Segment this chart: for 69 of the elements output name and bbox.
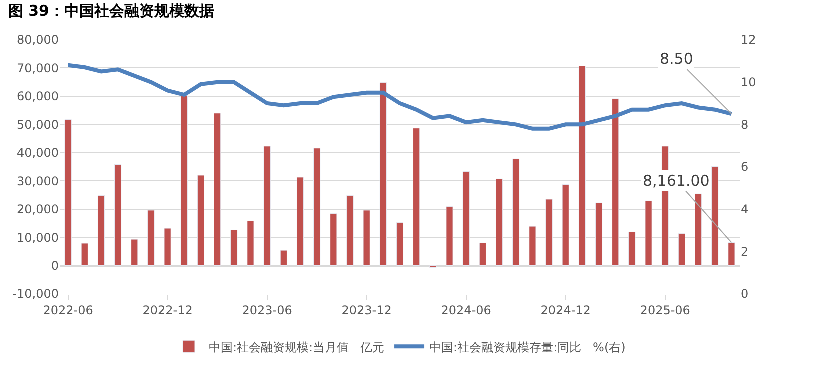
chart-title: 图 39：中国社会融资规模数据 [8,2,215,20]
bar [280,250,288,266]
bar [64,120,72,266]
x-tick-label: 2024-12 [540,303,591,318]
line-series [66,63,734,131]
bar [628,232,636,266]
x-tick-label: 2025-06 [640,303,690,318]
y-tick-label: -10,000 [12,287,59,302]
bar [529,226,536,266]
y2-tick-label: 10 [741,76,756,90]
bar [546,199,553,266]
bar [678,234,686,266]
bar [446,206,454,266]
x-tick-label: 2023-12 [342,303,392,318]
bar [180,96,188,266]
y2-tick-label: 0 [741,287,749,302]
y2-tick-label: 6 [741,160,749,174]
bar [330,214,338,266]
x-tick-label: 2022-12 [142,303,193,318]
bar [413,128,420,266]
bar [496,178,504,266]
x-tick-label: 2023-06 [242,303,292,318]
bar [728,242,736,266]
y-tick-label: 10,000 [17,230,59,245]
y-tick-label: 30,000 [17,174,59,188]
bar [346,196,354,266]
bar [264,146,271,266]
y-tick-label: 70,000 [17,61,59,76]
data-label: 8,161.00 [643,172,710,190]
bar [98,196,106,266]
bar [131,239,138,266]
y2-tick-label: 8 [741,118,749,132]
bar [380,82,387,266]
bar [512,158,520,266]
y2-tick-label: 2 [741,244,749,259]
bar [81,243,88,266]
bar [164,228,172,266]
bar [712,166,719,266]
bar [148,210,155,266]
y2-tick-label: 4 [741,202,749,217]
bar [314,148,321,266]
bar [562,184,570,266]
data-label: 8.50 [660,50,694,68]
y-tick-label: 40,000 [17,146,59,160]
y-tick-label: 80,000 [17,33,59,48]
bar [694,194,702,266]
y-tick-label: 20,000 [17,202,59,217]
legend-label: 中国:社会融资规模:当月值 亿元 [209,340,385,354]
y-tick-label: 60,000 [17,90,59,104]
bar [645,200,652,266]
y-tick-label: 50,000 [17,118,59,132]
bar [578,66,586,266]
bar [396,222,404,266]
x-tick-label: 2022-06 [43,303,94,318]
bar [595,202,603,266]
y-tick-label: 0 [51,258,59,273]
x-tick-label: 2024-06 [441,303,492,318]
legend-label: 中国:社会融资规模存量:同比 %(右) [430,340,626,354]
bar [462,172,470,266]
bar [114,164,122,266]
bar [363,210,370,266]
bar [247,220,254,266]
bar [197,175,205,266]
bar [479,242,486,266]
bar [296,177,304,266]
bar [214,113,222,266]
bar [612,98,620,266]
y2-tick-label: 12 [741,33,756,48]
bar [230,230,238,266]
